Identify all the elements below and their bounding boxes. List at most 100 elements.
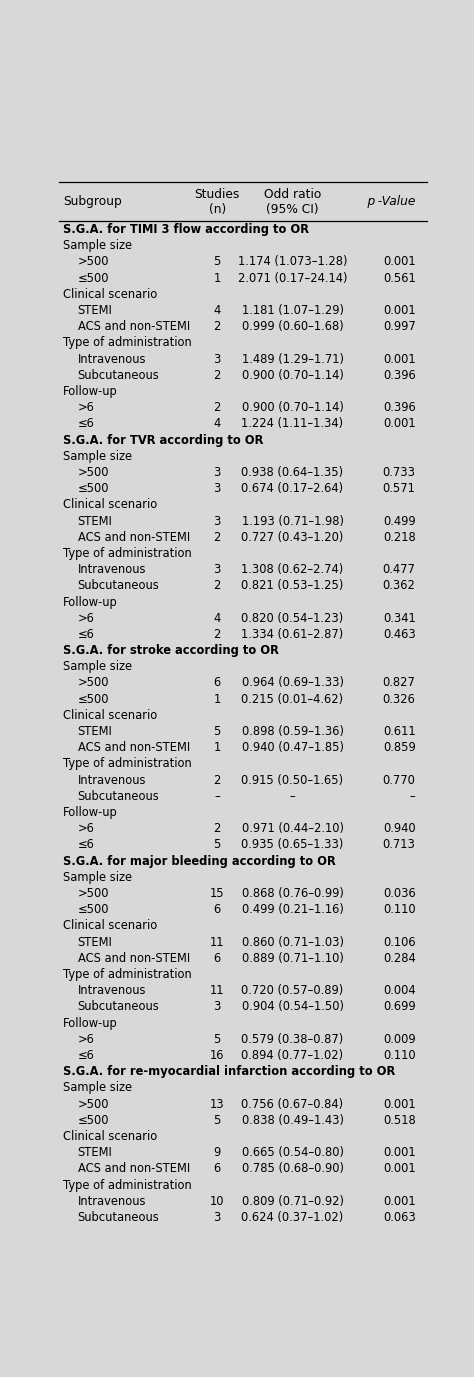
Text: Subcutaneous: Subcutaneous [78, 580, 159, 592]
Text: –: – [290, 790, 295, 803]
Text: 3: 3 [213, 482, 221, 496]
Text: Follow-up: Follow-up [63, 386, 118, 398]
Text: 0.674 (0.17–2.64): 0.674 (0.17–2.64) [241, 482, 344, 496]
Text: Sample size: Sample size [63, 240, 132, 252]
Text: 1: 1 [214, 693, 221, 705]
Text: 0.997: 0.997 [383, 321, 416, 333]
Text: 0.001: 0.001 [383, 304, 416, 317]
Text: Subcutaneous: Subcutaneous [78, 369, 159, 381]
Text: ≤6: ≤6 [78, 839, 94, 851]
Text: 1.174 (1.073–1.28): 1.174 (1.073–1.28) [238, 255, 347, 269]
Text: Follow-up: Follow-up [63, 595, 118, 609]
Text: >500: >500 [78, 465, 109, 479]
Text: 0.860 (0.71–1.03): 0.860 (0.71–1.03) [242, 935, 344, 949]
Text: Subgroup: Subgroup [63, 196, 122, 208]
Text: >6: >6 [78, 401, 94, 414]
Text: 2: 2 [213, 774, 221, 786]
Text: Subcutaneous: Subcutaneous [78, 1210, 159, 1224]
Text: 3: 3 [213, 465, 221, 479]
Text: 1.489 (1.29–1.71): 1.489 (1.29–1.71) [242, 353, 344, 366]
Text: 0.009: 0.009 [383, 1033, 416, 1045]
Text: 0.733: 0.733 [383, 465, 416, 479]
Text: 0.713: 0.713 [383, 839, 416, 851]
Text: 13: 13 [210, 1097, 225, 1111]
Text: S.G.A. for TVR according to OR: S.G.A. for TVR according to OR [63, 434, 263, 446]
Text: ≤6: ≤6 [78, 1049, 94, 1062]
Text: Follow-up: Follow-up [63, 1016, 118, 1030]
Text: 11: 11 [210, 985, 225, 997]
Text: >500: >500 [78, 255, 109, 269]
Text: S.G.A. for TIMI 3 flow according to OR: S.G.A. for TIMI 3 flow according to OR [63, 223, 309, 235]
Text: 6: 6 [214, 676, 221, 690]
Text: 5: 5 [213, 1114, 221, 1126]
Text: 4: 4 [214, 304, 221, 317]
Text: 3: 3 [213, 1210, 221, 1224]
Text: 0.218: 0.218 [383, 530, 416, 544]
Text: >500: >500 [78, 676, 109, 690]
Text: –: – [410, 790, 416, 803]
Text: 3: 3 [213, 353, 221, 366]
Text: >6: >6 [78, 822, 94, 836]
Text: ACS and non-STEMI: ACS and non-STEMI [78, 741, 190, 755]
Text: 5: 5 [213, 839, 221, 851]
Text: Clinical scenario: Clinical scenario [63, 288, 157, 300]
Text: 2: 2 [213, 580, 221, 592]
Text: ACS and non-STEMI: ACS and non-STEMI [78, 530, 190, 544]
Text: 0.889 (0.71–1.10): 0.889 (0.71–1.10) [242, 952, 344, 965]
Text: 2: 2 [213, 369, 221, 381]
Text: Intravenous: Intravenous [78, 563, 146, 576]
Text: 0.720 (0.57–0.89): 0.720 (0.57–0.89) [241, 985, 344, 997]
Text: 4: 4 [214, 417, 221, 431]
Text: 2: 2 [213, 321, 221, 333]
Text: STEMI: STEMI [78, 726, 112, 738]
Text: 2: 2 [213, 530, 221, 544]
Text: 0.624 (0.37–1.02): 0.624 (0.37–1.02) [241, 1210, 344, 1224]
Text: ≤6: ≤6 [78, 628, 94, 640]
Text: 1.224 (1.11–1.34): 1.224 (1.11–1.34) [241, 417, 344, 431]
Text: 0.499 (0.21–1.16): 0.499 (0.21–1.16) [242, 903, 344, 916]
Text: 10: 10 [210, 1195, 225, 1208]
Text: 3: 3 [213, 563, 221, 576]
Text: 16: 16 [210, 1049, 225, 1062]
Text: 1.181 (1.07–1.29): 1.181 (1.07–1.29) [242, 304, 344, 317]
Text: 1.334 (0.61–2.87): 1.334 (0.61–2.87) [241, 628, 344, 640]
Text: Intravenous: Intravenous [78, 353, 146, 366]
Text: 0.665 (0.54–0.80): 0.665 (0.54–0.80) [242, 1146, 344, 1159]
Text: 0.326: 0.326 [383, 693, 416, 705]
Text: 2: 2 [213, 401, 221, 414]
Text: STEMI: STEMI [78, 1146, 112, 1159]
Text: ≤500: ≤500 [78, 271, 109, 285]
Text: 0.940 (0.47–1.85): 0.940 (0.47–1.85) [242, 741, 344, 755]
Text: Sample size: Sample size [63, 870, 132, 884]
Text: 0.396: 0.396 [383, 401, 416, 414]
Text: 0.004: 0.004 [383, 985, 416, 997]
Text: 0.561: 0.561 [383, 271, 416, 285]
Text: 0.938 (0.64–1.35): 0.938 (0.64–1.35) [241, 465, 344, 479]
Text: 0.999 (0.60–1.68): 0.999 (0.60–1.68) [242, 321, 343, 333]
Text: 1: 1 [214, 741, 221, 755]
Text: 0.964 (0.69–1.33): 0.964 (0.69–1.33) [242, 676, 344, 690]
Text: 0.940: 0.940 [383, 822, 416, 836]
Text: Intravenous: Intravenous [78, 1195, 146, 1208]
Text: 0.110: 0.110 [383, 1049, 416, 1062]
Text: Sample size: Sample size [63, 450, 132, 463]
Text: Clinical scenario: Clinical scenario [63, 1131, 157, 1143]
Text: –: – [214, 790, 220, 803]
Text: 0.900 (0.70–1.14): 0.900 (0.70–1.14) [242, 369, 344, 381]
Text: 0.859: 0.859 [383, 741, 416, 755]
Text: 9: 9 [214, 1146, 221, 1159]
Text: 0.900 (0.70–1.14): 0.900 (0.70–1.14) [242, 401, 344, 414]
Text: 0.727 (0.43–1.20): 0.727 (0.43–1.20) [241, 530, 344, 544]
Text: 0.362: 0.362 [383, 580, 416, 592]
Text: 1.193 (0.71–1.98): 1.193 (0.71–1.98) [242, 515, 344, 527]
Text: 0.036: 0.036 [383, 887, 416, 901]
Text: 0.898 (0.59–1.36): 0.898 (0.59–1.36) [242, 726, 344, 738]
Text: Odd ratio
(95% CI): Odd ratio (95% CI) [264, 187, 321, 216]
Text: 15: 15 [210, 887, 225, 901]
Text: 4: 4 [214, 611, 221, 625]
Text: Type of administration: Type of administration [63, 757, 191, 771]
Text: 0.915 (0.50–1.65): 0.915 (0.50–1.65) [241, 774, 344, 786]
Text: ≤500: ≤500 [78, 693, 109, 705]
Text: 0.477: 0.477 [383, 563, 416, 576]
Text: 11: 11 [210, 935, 225, 949]
